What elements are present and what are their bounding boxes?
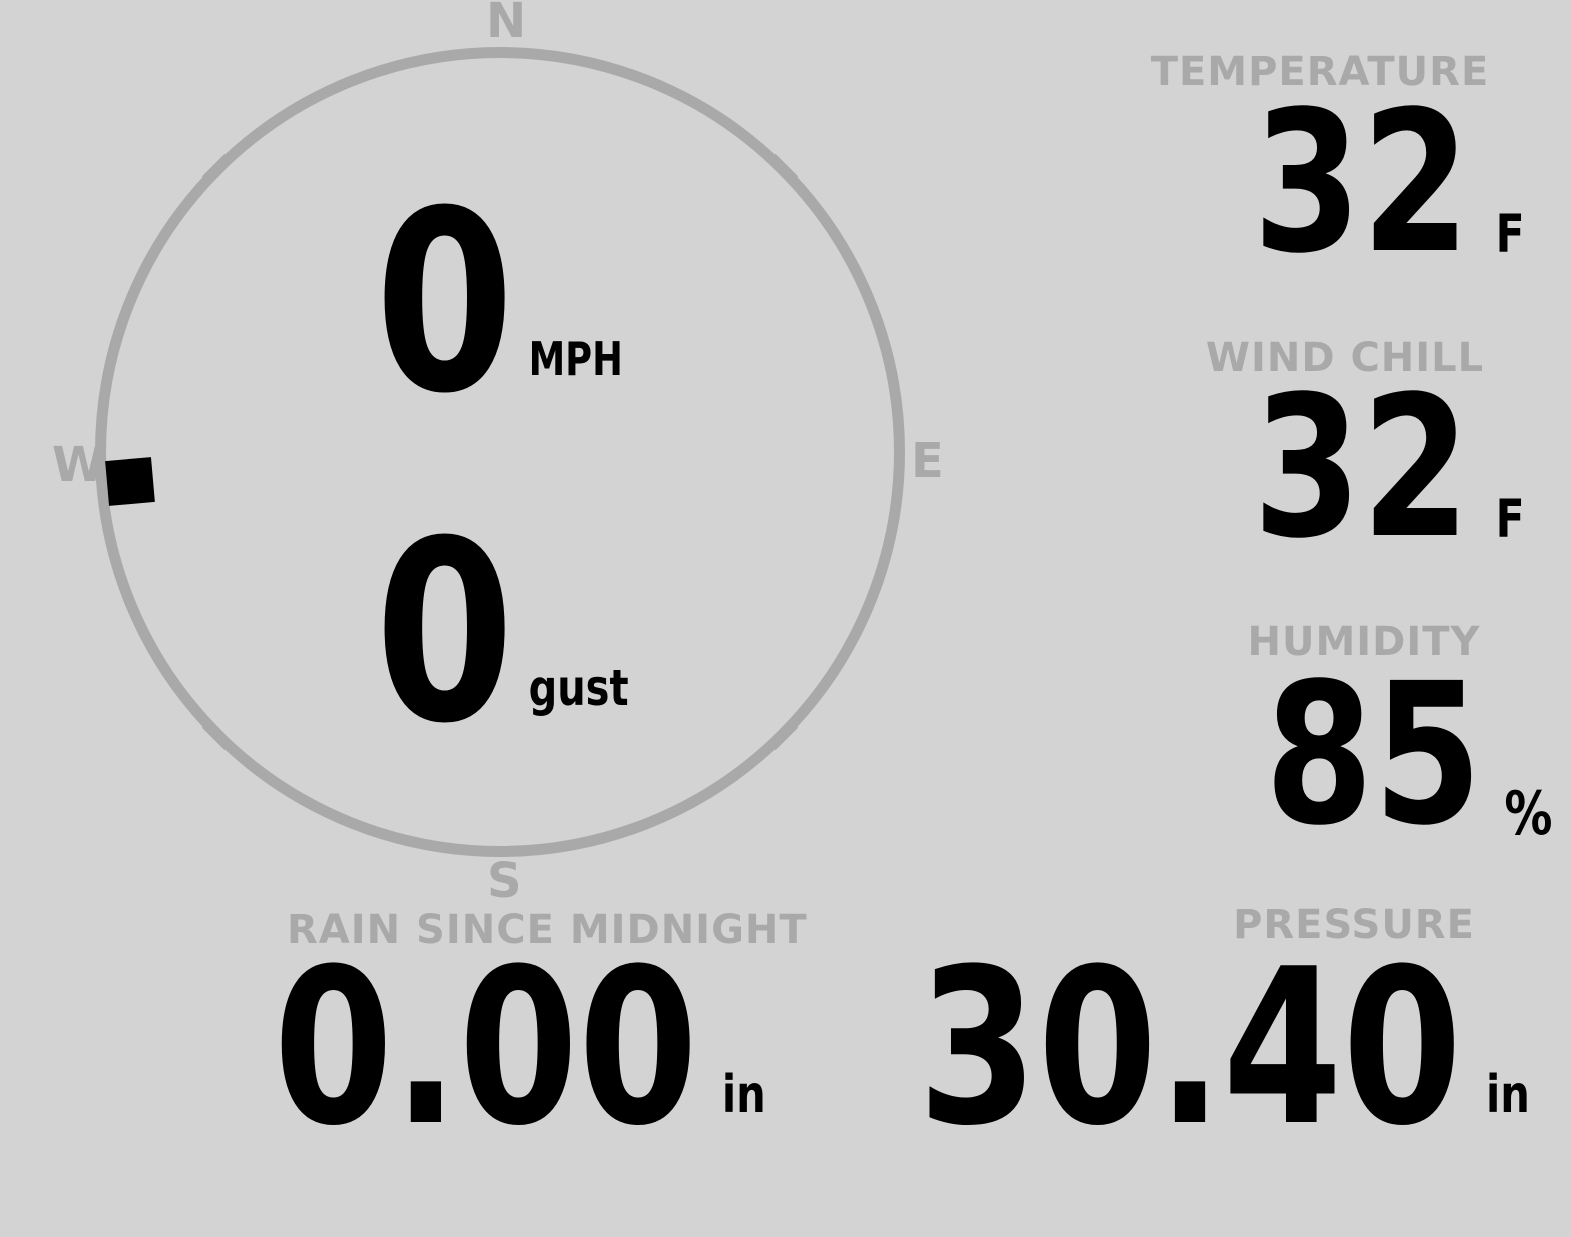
pressure-label: PRESSURE [1233,902,1475,948]
wind-chill-value: 32 [1253,354,1471,581]
humidity-label: HUMIDITY [1247,619,1481,665]
compass-ring [95,47,905,857]
compass-label-south: S [487,853,522,909]
compass-label-west: W [52,437,105,493]
temperature-value: 32 [1253,69,1471,296]
compass-label-east: E [911,433,944,489]
temperature-unit: F [1496,204,1525,265]
pressure-readout: 30.40 in [918,940,1530,1155]
temperature-label: TEMPERATURE [1150,49,1490,95]
pressure-value: 30.40 [918,922,1463,1173]
wind-direction-marker [105,457,155,506]
wind-gust-value: 0 [375,487,515,778]
wind-speed-value: 0 [375,157,515,448]
compass-label-north: N [486,0,527,49]
pressure-unit: in [1486,1065,1530,1125]
rain-value-row: 0.00 in [274,940,766,1155]
rain-since-midnight-label: RAIN SINCE MIDNIGHT [287,907,808,953]
wind-chill-readout: 32 F [1253,370,1525,565]
humidity-value: 85 [1264,641,1482,868]
rain-since-midnight-unit: in [722,1065,767,1125]
rain-since-midnight-readout: 0.00 in [0,940,1040,1155]
rain-since-midnight-value: 0.00 [273,922,699,1173]
temperature-readout: 32 F [1253,85,1525,280]
wind-chill-unit: F [1496,489,1525,550]
wind-gust-unit: gust [528,659,629,717]
wind-gust-readout: 0 gust [375,508,629,758]
wind-speed-unit: MPH [528,332,623,386]
wind-speed-readout: 0 MPH [375,178,623,428]
humidity-readout: 85 % [1264,657,1552,852]
humidity-unit: % [1503,779,1552,849]
wind-chill-label: WIND CHILL [1205,335,1485,381]
